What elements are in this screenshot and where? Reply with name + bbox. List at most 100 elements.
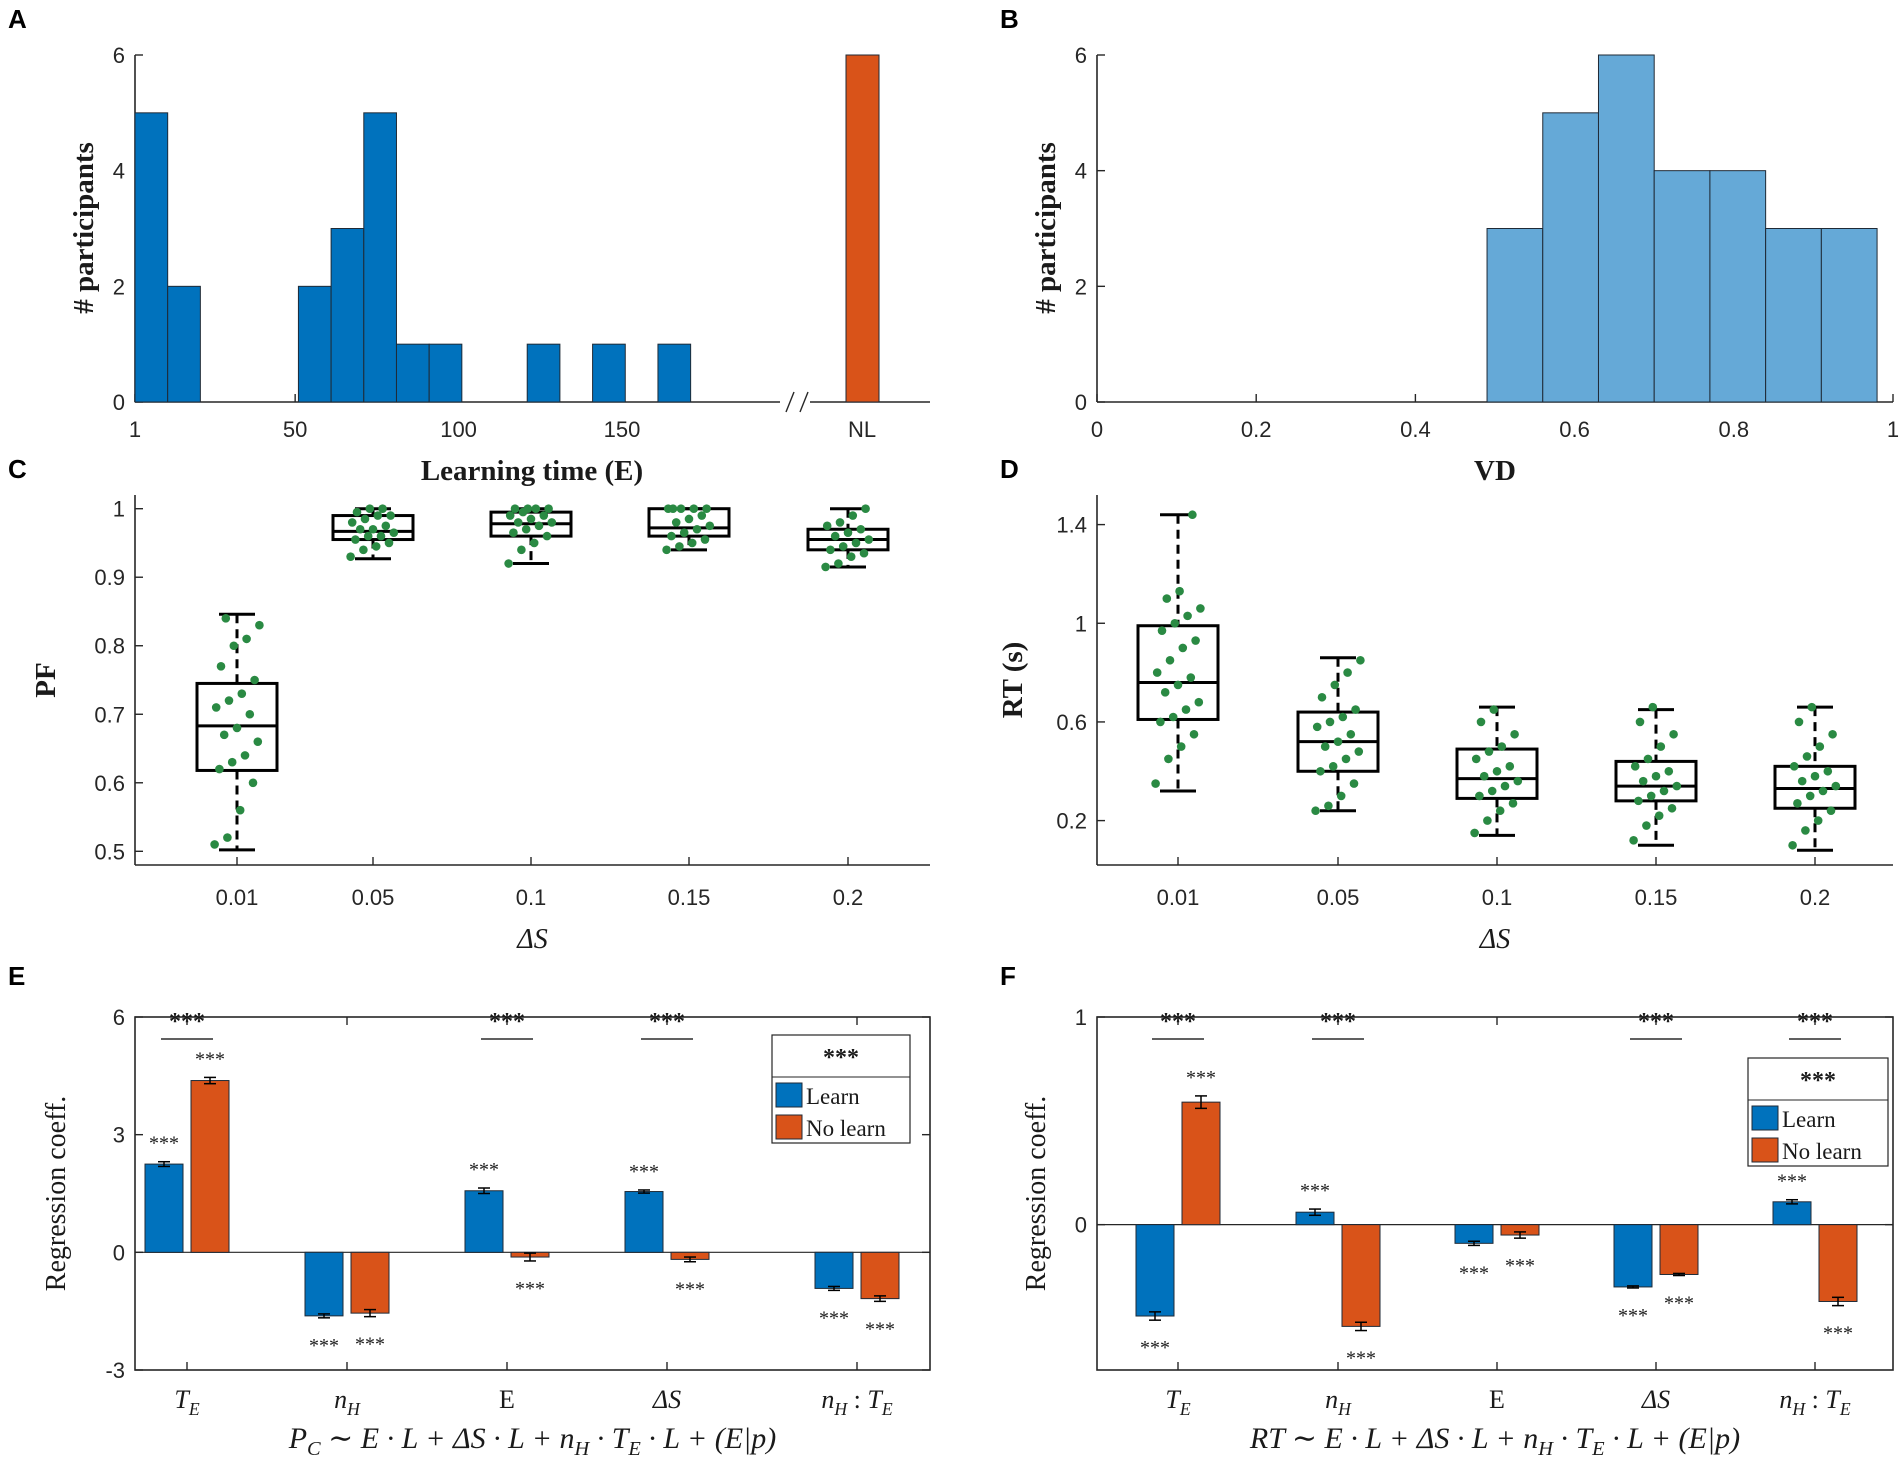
- y-tick-label-d: 1: [1075, 611, 1087, 636]
- data-point: [1642, 821, 1651, 830]
- data-point: [529, 538, 539, 548]
- x-tick-label-c: 0.1: [516, 885, 547, 910]
- data-point: [843, 528, 853, 537]
- data-point: [378, 504, 387, 514]
- data-point: [505, 511, 515, 520]
- data-point: [1789, 762, 1799, 771]
- y-tick-label-d: 1.4: [1056, 513, 1087, 538]
- data-point: [834, 559, 843, 568]
- legend-swatch-learn: [775, 1082, 803, 1108]
- x-tick-label-c: 0.05: [352, 885, 395, 910]
- coef-bar-nolearn: [1181, 1101, 1221, 1226]
- y-tick-label-f: 1: [1075, 1005, 1087, 1030]
- data-point: [1500, 781, 1510, 791]
- panel-letter-a: A: [8, 4, 27, 34]
- data-point: [1349, 779, 1359, 788]
- data-point: [1186, 673, 1196, 682]
- data-point: [542, 531, 552, 541]
- data-point: [697, 511, 707, 520]
- significance-stars: ***: [1346, 1348, 1376, 1370]
- data-point: [1643, 754, 1653, 764]
- significance-stars: ***: [1186, 1067, 1216, 1089]
- x-tick-label-d: 0.01: [1157, 885, 1200, 910]
- legend-swatch-nolearn: [775, 1114, 803, 1140]
- regression-formula-e: PC​ ∼ E · L + ΔS · L + nH​ · TE​ · L + (…: [288, 1422, 777, 1458]
- data-point: [1183, 611, 1192, 621]
- data-point: [1194, 697, 1204, 707]
- histogram-bar-learn: [330, 228, 365, 403]
- data-point: [1629, 836, 1638, 845]
- x-tick-label-b: 0: [1091, 417, 1103, 442]
- x-tick-label-f: nH​: [1325, 1385, 1352, 1419]
- significance-stars: ***: [355, 1334, 385, 1356]
- x-tick-label-a: NL: [848, 417, 876, 442]
- data-point: [668, 504, 678, 514]
- plot-frame-e: [134, 1016, 931, 1371]
- pair-significance-stars: ***: [489, 1009, 525, 1035]
- data-point: [219, 730, 229, 740]
- legend-label-learn: Learn: [1782, 1107, 1836, 1132]
- y-tick-label-b: 2: [1075, 274, 1087, 299]
- data-point: [513, 518, 523, 527]
- data-point: [856, 524, 866, 534]
- significance-stars: ***: [1823, 1323, 1853, 1345]
- significance-stars: ***: [515, 1278, 545, 1300]
- data-point: [1343, 668, 1352, 677]
- data-point: [227, 757, 237, 767]
- data-point: [689, 504, 699, 514]
- data-point: [363, 531, 373, 541]
- y-tick-label-c: 0.6: [94, 771, 125, 796]
- legend-label-nolearn: No learn: [806, 1116, 886, 1141]
- data-point: [1831, 781, 1841, 791]
- data-point: [1793, 799, 1802, 808]
- data-point: [240, 751, 250, 760]
- data-point: [539, 511, 549, 520]
- data-point: [235, 805, 245, 815]
- data-point: [1654, 811, 1664, 820]
- data-point: [1191, 636, 1200, 645]
- panel-letter-c: C: [8, 454, 27, 484]
- data-point: [1479, 771, 1489, 781]
- data-point: [368, 524, 378, 534]
- data-point: [1510, 729, 1519, 739]
- x-tick-label-b: 1: [1887, 417, 1899, 442]
- plot-frame-f: [1096, 1016, 1894, 1371]
- x-tick-label-c: 0.01: [216, 885, 259, 910]
- data-point: [1669, 729, 1678, 739]
- data-point: [846, 552, 856, 561]
- data-point: [1168, 712, 1178, 722]
- histogram-bar-vd: [1709, 170, 1767, 403]
- x-axis-title-a: Learning time (E): [421, 455, 643, 487]
- x-tick-label-a: 1: [129, 417, 141, 442]
- x-tick-label-a: 150: [604, 417, 641, 442]
- histogram-bar-vd: [1542, 112, 1599, 403]
- data-point: [1638, 776, 1648, 786]
- axis-break-mark: [785, 391, 795, 413]
- y-tick-label-e: 6: [113, 1005, 125, 1030]
- data-point: [1826, 806, 1836, 816]
- y-tick-label-e: 0: [113, 1240, 125, 1265]
- y-axis-title-b: # participants: [1030, 142, 1062, 314]
- data-point: [1802, 752, 1812, 761]
- data-point: [1346, 729, 1356, 739]
- data-point: [521, 524, 531, 534]
- coef-bar-nolearn: [350, 1251, 390, 1314]
- box-iqr: [1614, 759, 1698, 803]
- y-tick-label-c: 1: [113, 497, 125, 522]
- data-point: [531, 504, 541, 514]
- y-tick-label-e: 3: [113, 1123, 125, 1148]
- y-tick-label-e: -3: [105, 1358, 125, 1383]
- data-point: [1801, 826, 1810, 835]
- data-point: [826, 545, 835, 555]
- coef-bar-nolearn: [1659, 1224, 1699, 1275]
- data-point: [245, 709, 255, 719]
- x-tick-label-f: TE​: [1165, 1385, 1190, 1419]
- data-point: [1157, 626, 1167, 635]
- data-point: [523, 504, 533, 514]
- data-point: [216, 661, 226, 671]
- y-tick-label-b: 6: [1075, 43, 1087, 68]
- significance-stars: ***: [1505, 1255, 1535, 1277]
- data-point: [1164, 754, 1173, 764]
- data-point: [1152, 668, 1162, 677]
- data-point: [864, 535, 874, 544]
